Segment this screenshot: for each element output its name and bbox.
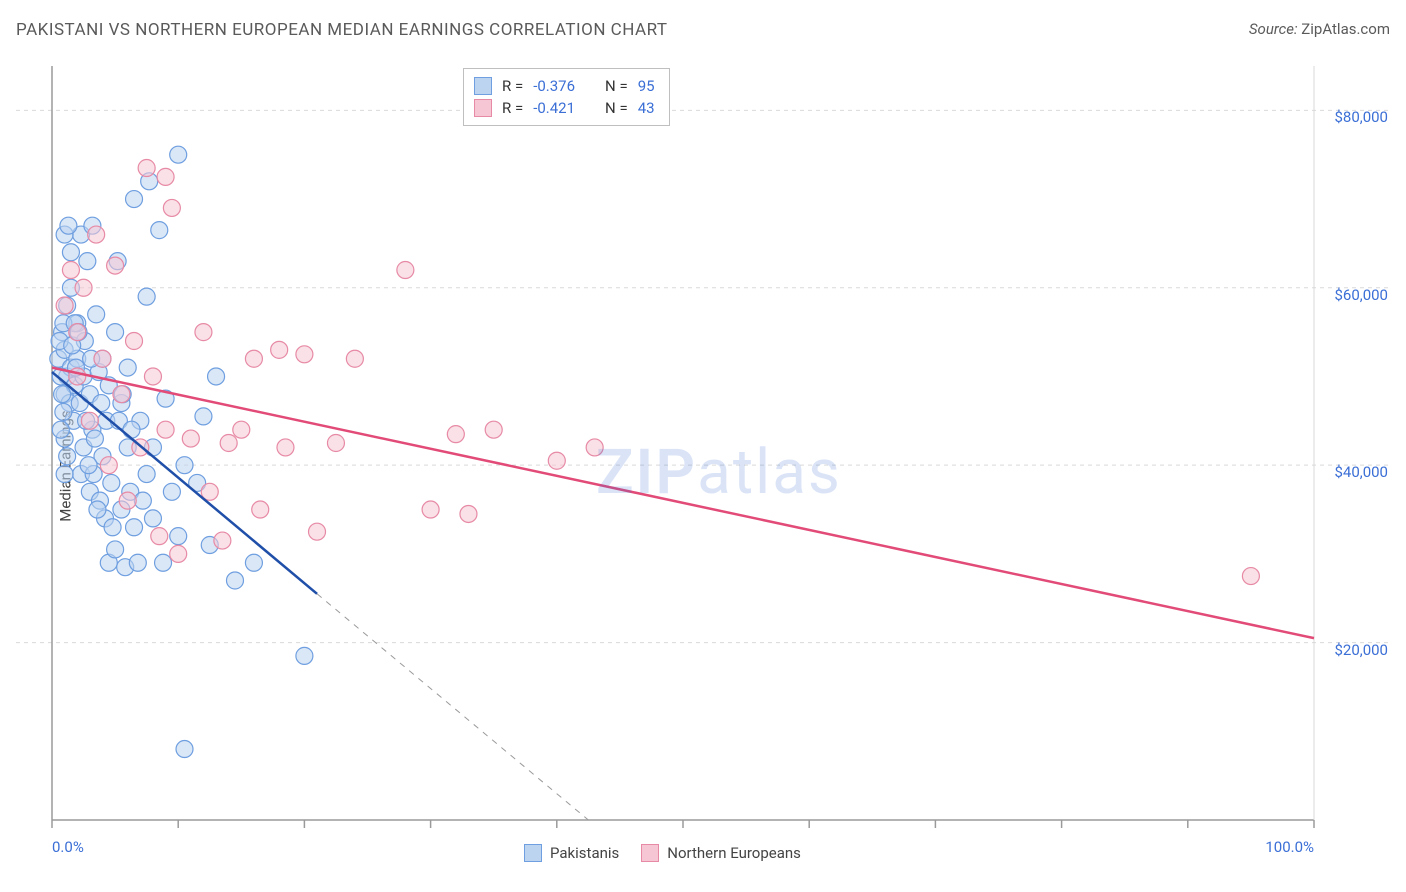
legend-n-value: 95 [638,75,655,97]
legend-r-label: R = [502,97,523,119]
legend-r-value: -0.376 [533,75,575,97]
legend-n-value: 43 [638,97,655,119]
series-label: Northern Europeans [667,844,801,862]
correlation-legend: R = -0.376 N = 95 R = -0.421 N = 43 [463,68,670,126]
x-tick-label: 0.0% [52,838,84,856]
chart-root: { "title": "PAKISTANI VS NORTHERN EUROPE… [0,0,1406,892]
y-tick-label: $80,000 [1334,108,1388,126]
y-tick-label: $40,000 [1334,463,1388,481]
series-legend-item: Northern Europeans [641,844,801,862]
legend-swatch [524,844,542,862]
source-value: ZipAtlas.com [1301,20,1390,38]
legend-row: R = -0.421 N = 43 [474,97,655,119]
legend-r-value: -0.421 [533,97,575,119]
series-label: Pakistanis [550,844,619,862]
legend-n-label: N = [605,97,628,119]
source-label: Source: [1249,20,1298,38]
source: Source: ZipAtlas.com [1249,20,1390,38]
legend-r-label: R = [502,75,523,97]
plot-area: Median Earnings ZIPatlas R =-0.376N =95R… [16,56,1390,876]
x-tick-label: 100.0% [1265,838,1314,856]
y-tick-label: $20,000 [1334,641,1388,659]
legend-swatch [474,77,492,95]
legend-row: R = -0.376 N = 95 [474,75,655,97]
scatter-svg [16,56,1390,876]
series-legend-item: Pakistanis [524,844,619,862]
y-tick-label: $60,000 [1334,286,1388,304]
series-legend: Pakistanis Northern Europeans [524,844,801,862]
legend-swatch [474,99,492,117]
legend-swatch [641,844,659,862]
chart-title: PAKISTANI VS NORTHERN EUROPEAN MEDIAN EA… [16,20,668,40]
legend-n-label: N = [605,75,628,97]
header: PAKISTANI VS NORTHERN EUROPEAN MEDIAN EA… [16,20,1390,50]
